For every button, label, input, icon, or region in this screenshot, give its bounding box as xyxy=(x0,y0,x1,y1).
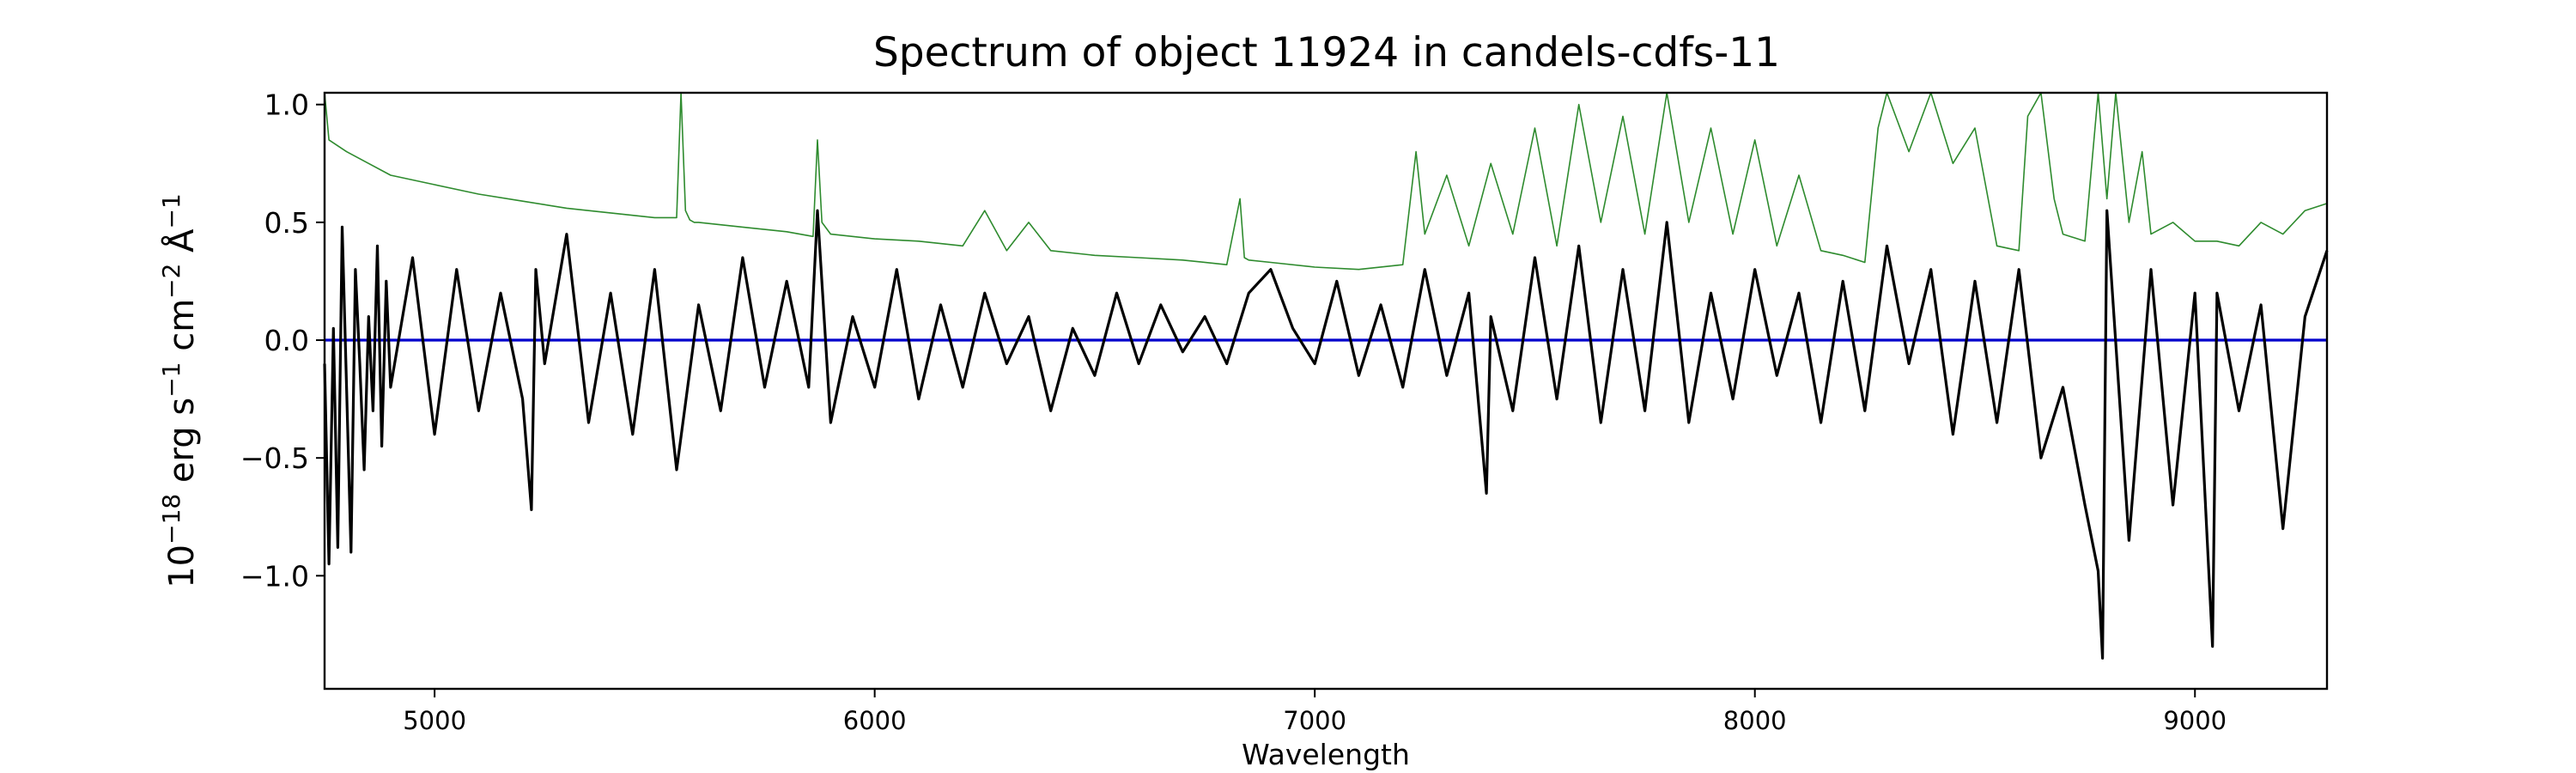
y-label-unit2: cm xyxy=(162,299,202,362)
y-axis-label: 10−18 erg s−1 cm−2 Å−1 xyxy=(157,193,203,588)
y-tick-label: −1.0 xyxy=(240,559,309,593)
x-tick-label: 6000 xyxy=(843,706,907,735)
plot-frame xyxy=(323,91,2329,691)
y-label-unit3: Å xyxy=(161,228,202,264)
y-tick-label: −0.5 xyxy=(240,441,309,475)
chart-title: Spectrum of object 11924 in candels-cdfs… xyxy=(873,29,1780,76)
y-label-exp1: −18 xyxy=(157,494,185,545)
y-label-exp3: −2 xyxy=(157,264,185,299)
x-tick-label: 7000 xyxy=(1283,706,1346,735)
y-tick-label: 1.0 xyxy=(264,88,309,122)
y-label-base: 10 xyxy=(162,545,202,588)
x-tick-label: 9000 xyxy=(2163,706,2227,735)
series-flux-line xyxy=(323,209,2329,660)
x-axis-label: Wavelength xyxy=(1242,738,1410,771)
series-layer xyxy=(323,92,2329,660)
x-tick-label: 5000 xyxy=(403,706,466,735)
y-tick-label: 0.0 xyxy=(264,324,309,357)
series-error-line xyxy=(324,92,2328,271)
y-tick-label: 0.5 xyxy=(264,206,309,240)
x-tick-label: 8000 xyxy=(1723,706,1787,735)
y-label-exp4: −1 xyxy=(157,193,185,228)
y-label-unit1: erg s xyxy=(162,398,202,494)
y-axis: −1.0 −0.5 0.0 0.5 1.0 xyxy=(240,88,325,593)
y-label-exp2: −1 xyxy=(157,362,185,398)
x-axis: 5000 6000 7000 8000 9000 xyxy=(403,689,2227,735)
